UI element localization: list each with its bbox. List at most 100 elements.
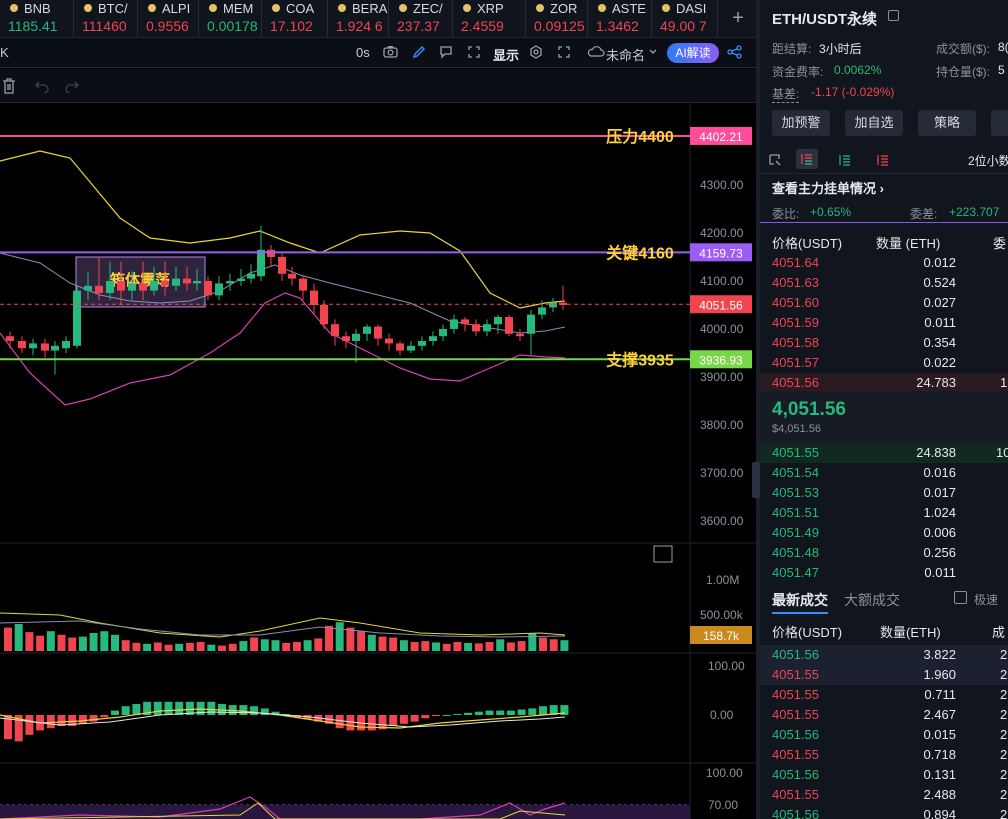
ticker-item[interactable]: ASTE 1.3462 bbox=[588, 0, 652, 38]
macd-histogram-bar bbox=[46, 715, 55, 729]
funding-value: 0.0062% bbox=[834, 63, 882, 77]
ask-price: 4051.64 bbox=[772, 255, 819, 270]
candle-body bbox=[288, 273, 296, 279]
fullscreen-alt-icon[interactable] bbox=[467, 45, 481, 62]
candle-body bbox=[516, 333, 524, 337]
ticker-item[interactable]: COA 17.102 bbox=[262, 0, 328, 38]
display-button[interactable]: 显示 bbox=[493, 48, 520, 63]
ticker-item[interactable]: BTC/111460 bbox=[74, 0, 138, 38]
interval-mark[interactable]: K bbox=[0, 45, 9, 60]
camera-icon[interactable] bbox=[383, 45, 398, 62]
macd-histogram-bar bbox=[239, 705, 248, 715]
bid-price: 4051.49 bbox=[772, 525, 819, 540]
candle-body bbox=[342, 336, 350, 341]
ob-header-qty[interactable]: 数量 (ETH) bbox=[876, 236, 941, 251]
ticker-item[interactable]: BNB 1185.41 bbox=[0, 0, 74, 38]
compact-view-icon[interactable] bbox=[768, 153, 782, 170]
trade-price: 4051.56 bbox=[772, 727, 819, 742]
macd-histogram-bar bbox=[271, 711, 280, 715]
tab-latest-trades[interactable]: 最新成交 bbox=[772, 592, 828, 608]
trash-icon[interactable] bbox=[2, 78, 16, 99]
basis-label: 基差: bbox=[772, 87, 800, 103]
asks-view-icon[interactable] bbox=[876, 153, 890, 170]
bid-row[interactable]: 4051.55 24.838 10 bbox=[760, 443, 1008, 463]
ticker-item[interactable]: ALPI 0.9556 bbox=[138, 0, 199, 38]
add-ticker-button[interactable]: + bbox=[732, 7, 744, 29]
ask-row[interactable]: 4051.56 24.783 1 bbox=[760, 373, 1008, 393]
volume-bar bbox=[132, 642, 141, 651]
oi-value: 5 bbox=[998, 63, 1005, 77]
ask-price: 4051.59 bbox=[772, 315, 819, 330]
ticker-price: 1.924 6 bbox=[336, 18, 383, 34]
bid-row[interactable]: 4051.54 0.016 bbox=[760, 463, 1008, 483]
ai-interpret-button[interactable]: AI解读 bbox=[667, 43, 719, 63]
kline-chart[interactable]: 4300.00 4200.00 4100.00 4000.00 3900.00 3800.… bbox=[0, 103, 756, 819]
volume-bar bbox=[485, 642, 494, 651]
ticker-item[interactable]: XRP 2.4559 bbox=[453, 0, 526, 38]
depth-link[interactable]: 查看主力挂单情况 › bbox=[772, 178, 884, 197]
volume-bar bbox=[185, 642, 194, 651]
fast-checkbox[interactable] bbox=[954, 591, 967, 604]
drawing-bar bbox=[0, 69, 756, 103]
ask-row[interactable]: 4051.58 0.354 bbox=[760, 333, 1008, 353]
macd-histogram-bar bbox=[517, 709, 526, 715]
ticker-price: 17.102 bbox=[270, 18, 313, 34]
ask-row[interactable]: 4051.59 0.011 bbox=[760, 313, 1008, 333]
add-watchlist-button[interactable]: 加自选 bbox=[845, 110, 903, 136]
volume-bar bbox=[357, 631, 366, 651]
trade-row: 4051.56 0.894 2 bbox=[760, 805, 1008, 819]
draw-pen-icon[interactable] bbox=[412, 45, 426, 62]
share-icon[interactable] bbox=[727, 45, 743, 62]
bid-row[interactable]: 4051.53 0.017 bbox=[760, 483, 1008, 503]
macd-histogram-bar bbox=[57, 715, 66, 726]
bid-row[interactable]: 4051.47 0.011 bbox=[760, 563, 1008, 583]
cloud-icon[interactable] bbox=[587, 45, 605, 62]
ask-row[interactable]: 4051.63 0.524 bbox=[760, 273, 1008, 293]
volume-bar bbox=[196, 642, 205, 651]
level-label: 关键4160 bbox=[606, 243, 674, 262]
ticker-item[interactable]: ZOR 0.09125 bbox=[526, 0, 588, 38]
ticker-item[interactable]: ZEC/237.37 bbox=[389, 0, 453, 38]
tab-large-trades[interactable]: 大额成交 bbox=[844, 592, 900, 608]
interval-button[interactable]: 0s bbox=[356, 45, 370, 60]
panel-resize-handle[interactable] bbox=[752, 462, 760, 498]
add-alert-button[interactable]: 加预警 bbox=[772, 110, 830, 136]
trade-header-qty[interactable]: 数量(ETH) bbox=[880, 625, 941, 640]
undo-icon[interactable] bbox=[34, 79, 50, 98]
ticker-item[interactable]: DASI 49.00 7 bbox=[652, 0, 718, 38]
expand-icon[interactable] bbox=[557, 45, 571, 62]
redo-icon[interactable] bbox=[64, 79, 80, 98]
macd-histogram-bar bbox=[464, 712, 473, 715]
ask-row[interactable]: 4051.60 0.027 bbox=[760, 293, 1008, 313]
candle-body bbox=[226, 281, 234, 284]
bid-row[interactable]: 4051.49 0.006 bbox=[760, 523, 1008, 543]
bid-row[interactable]: 4051.51 1.024 bbox=[760, 503, 1008, 523]
chart-canvas[interactable]: 4300.00 4200.00 4100.00 4000.00 3900.00 3800.… bbox=[0, 103, 756, 819]
candle-body bbox=[161, 281, 169, 286]
ticker-item[interactable]: MEM 0.00178 bbox=[199, 0, 262, 38]
decimal-select[interactable]: 2位小数 bbox=[968, 154, 1008, 168]
bids-view-icon[interactable] bbox=[838, 153, 852, 170]
oi-label: 持仓量($): bbox=[936, 65, 991, 79]
volume-current-box bbox=[690, 626, 752, 644]
ask-row[interactable]: 4051.57 0.022 bbox=[760, 353, 1008, 373]
ask-qty: 0.011 bbox=[924, 315, 956, 330]
trade-price: 4051.55 bbox=[772, 787, 819, 802]
ask-row[interactable]: 4051.64 0.012 bbox=[760, 253, 1008, 273]
ticker-bar: BNB 1185.41 BTC/111460 ALPI 0.9556 MEM 0.00178… bbox=[0, 0, 756, 38]
candle-body bbox=[278, 257, 286, 274]
wei-ratio-value: +0.65% bbox=[810, 205, 852, 219]
ticker-symbol: BNB bbox=[24, 1, 51, 16]
ticker-item[interactable]: BERA 1.924 6 bbox=[328, 0, 389, 38]
copy-icon[interactable] bbox=[888, 10, 899, 21]
bid-row[interactable]: 4051.48 0.256 bbox=[760, 543, 1008, 563]
both-view-tab[interactable] bbox=[796, 149, 818, 169]
chevron-down-icon[interactable] bbox=[648, 45, 658, 60]
settings-icon[interactable] bbox=[529, 45, 543, 62]
settle-value: 3小时后 bbox=[819, 42, 862, 56]
ticker-price: 0.9556 bbox=[146, 18, 189, 34]
more-button[interactable] bbox=[991, 110, 1008, 136]
note-icon[interactable] bbox=[439, 45, 453, 62]
strategy-button[interactable]: 策略 bbox=[918, 110, 976, 136]
layout-name[interactable]: 未命名 bbox=[606, 48, 646, 63]
